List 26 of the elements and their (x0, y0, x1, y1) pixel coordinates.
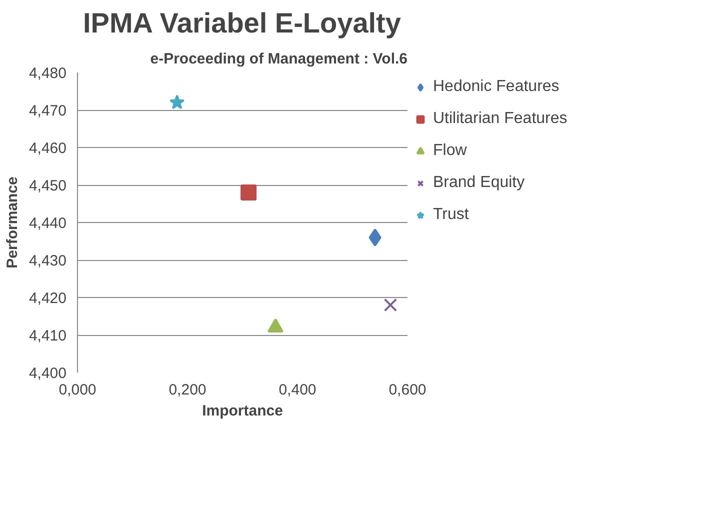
x-tick-label: 0,200 (168, 382, 206, 398)
y-tick-label: 4,480 (28, 65, 67, 82)
text: e-Proceeding of Management : Vol.6 (150, 50, 408, 68)
point (169, 94, 185, 110)
legend-label: Hedonic Features (433, 78, 560, 96)
x-tick-label: 0,000 (58, 382, 96, 398)
point (240, 184, 257, 200)
y-tick-label: 4,440 (28, 215, 67, 232)
y-tick-label: 4,420 (28, 290, 67, 307)
legend-label: Utilitarian Features (433, 110, 568, 128)
y-tick-label: 4,410 (28, 328, 67, 344)
y-tick-label: 4,470 (28, 102, 67, 120)
point (384, 298, 398, 312)
y-tick-label: 4,450 (28, 178, 67, 194)
legend-label: Trust (433, 206, 469, 224)
y-tick-label: 4,430 (28, 252, 67, 270)
y-tick-label: 4,460 (28, 140, 67, 157)
x-tick-label: 0,600 (388, 382, 426, 398)
legend-label: Flow (433, 142, 467, 160)
x-axis-title: Importance (202, 402, 283, 420)
y-axis-title: Performance (4, 176, 21, 268)
point (368, 228, 382, 246)
x-tick-label: 0,400 (278, 382, 316, 398)
legend-label: Brand Equity (433, 174, 525, 192)
chart-title: IPMA Variabel E-Loyalty (83, 8, 402, 38)
y-tick-label: 4,400 (28, 365, 67, 382)
